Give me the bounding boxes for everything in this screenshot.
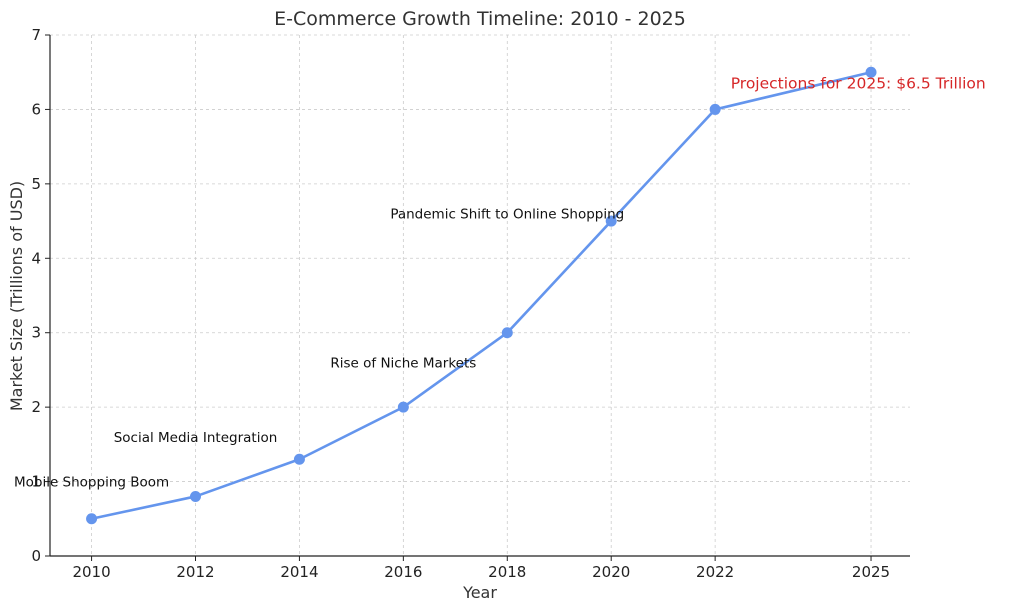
x-tick-label: 2018	[488, 563, 526, 581]
annotation-label: Mobile Shopping Boom	[14, 475, 169, 491]
y-tick-label: 2	[31, 398, 41, 416]
y-tick-label: 3	[31, 324, 41, 342]
axes	[45, 34, 910, 561]
series	[86, 66, 877, 525]
y-tick-label: 6	[31, 100, 41, 118]
annotation-label: Social Media Integration	[114, 430, 278, 446]
x-tick-label: 2012	[176, 563, 214, 581]
y-tick-label: 4	[31, 249, 41, 267]
annotation-label: Projections for 2025: $6.5 Trillion	[731, 74, 986, 92]
chart-title: E-Commerce Growth Timeline: 2010 - 2025	[274, 8, 686, 30]
x-tick-label: 2014	[280, 563, 318, 581]
data-point	[865, 66, 877, 78]
x-tick-label: 2020	[592, 563, 630, 581]
data-point	[397, 401, 409, 413]
grid	[50, 34, 910, 557]
data-point	[189, 490, 201, 502]
tick-labels: 2010 2012 2014 2016 2018 2020 2022 2025 0 1 2 3 4 5 6 7	[31, 26, 890, 581]
data-point	[293, 453, 305, 465]
y-tick-label: 0	[31, 547, 41, 565]
annotation-label: Rise of Niche Markets	[330, 355, 476, 371]
x-axis-label: Year	[462, 583, 497, 602]
data-point	[501, 327, 513, 339]
x-tick-label: 2010	[72, 563, 110, 581]
data-point	[709, 103, 721, 115]
y-tick-label: 7	[31, 26, 41, 44]
annotation-label: Pandemic Shift to Online Shopping	[390, 207, 624, 223]
x-tick-label: 2016	[384, 563, 422, 581]
x-tick-label: 2022	[696, 563, 734, 581]
x-tick-label: 2025	[852, 563, 890, 581]
data-point	[605, 215, 617, 227]
y-axis-label: Market Size (Trillions of USD)	[7, 181, 26, 411]
y-tick-label: 5	[31, 175, 41, 193]
series-line	[91, 70, 872, 521]
annotations: Mobile Shopping Boom Social Media Integra…	[14, 74, 986, 490]
data-point	[86, 513, 98, 525]
y-tick-label: 1	[31, 473, 41, 491]
